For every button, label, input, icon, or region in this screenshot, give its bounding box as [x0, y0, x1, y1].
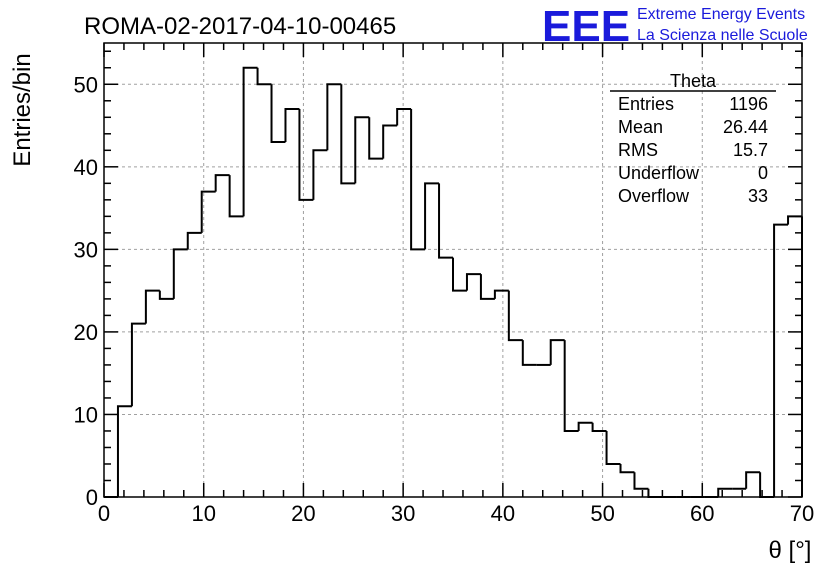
y-tick-label: 20 [74, 320, 98, 345]
x-tick-label: 70 [790, 501, 814, 526]
histogram-bin-11 [256, 67, 272, 86]
x-tick-label: 30 [391, 501, 415, 526]
histogram-bin-33 [563, 340, 579, 432]
logo-line-1: Extreme Energy Events [637, 6, 805, 23]
histogram-bin-15 [312, 149, 328, 200]
histogram-bin-34 [577, 421, 593, 431]
histogram-bin-25 [452, 257, 467, 292]
histogram-bin-10 [242, 66, 258, 217]
histogram-bin-30 [521, 340, 537, 366]
histogram-bin-8 [214, 174, 230, 192]
stats-label-overflow: Overflow [618, 186, 690, 206]
histogram-bin-28 [493, 289, 509, 299]
histogram-bin-22 [410, 109, 426, 251]
x-tick-label: 0 [98, 501, 110, 526]
stats-label-entries: Entries [618, 94, 674, 114]
stats-value-underflow: 0 [758, 163, 768, 183]
y-tick-label: 30 [74, 237, 98, 262]
stats-label-mean: Mean [618, 117, 663, 137]
histogram-bin-36 [605, 430, 621, 465]
histogram-bin-6 [186, 231, 202, 250]
y-tick-label: 0 [86, 485, 98, 510]
histogram-bin-37 [619, 463, 635, 474]
histogram-bin-13 [284, 108, 300, 143]
histogram-bin-1 [116, 405, 132, 497]
plot-frame [103, 42, 803, 498]
histogram-bin-32 [549, 339, 565, 365]
stats-title: Theta [670, 71, 717, 91]
histogram-bin-12 [270, 84, 286, 144]
y-tick-label: 40 [74, 155, 98, 180]
gridlines [104, 43, 802, 497]
logo-line-2: La Scienza nelle Scuole [637, 27, 808, 44]
histogram-bin-18 [354, 116, 370, 184]
y-tick-label: 10 [74, 402, 98, 427]
histogram-bin-3 [144, 289, 160, 324]
histogram-bin-49 [787, 215, 802, 225]
histogram-bin-23 [424, 182, 440, 250]
run-title: ROMA-02-2017-04-10-00465 [84, 13, 396, 40]
stats-value-mean: 26.44 [723, 117, 768, 137]
histogram-bin-27 [479, 274, 495, 300]
histogram-bin-48 [773, 223, 789, 497]
stats-value-entries: 1196 [729, 94, 768, 114]
histogram-bin-35 [591, 422, 607, 432]
stats-label-rms: RMS [618, 140, 658, 160]
x-tick-label: 40 [491, 501, 515, 526]
histogram-bin-4 [158, 290, 174, 300]
tick-labels: 0 10 20 30 40 50 60 70 0 10 20 30 40 50 [74, 72, 815, 526]
stats-value-rms: 15.7 [733, 140, 768, 160]
x-tick-label: 10 [191, 501, 215, 526]
histogram-bin-38 [633, 472, 649, 490]
histogram-bin-21 [396, 108, 412, 126]
eee-logo: EEE Extreme Energy Events La Scienza nel… [542, 2, 808, 51]
histogram-bin-17 [340, 84, 356, 185]
histogram-bin-7 [200, 190, 216, 233]
histogram-bin-39 [647, 488, 663, 498]
stats-label-underflow: Underflow [618, 163, 700, 183]
histogram-bin-26 [465, 273, 481, 291]
y-tick-label: 50 [74, 72, 98, 97]
stats-box: Theta Entries 1196 Mean 26.44 RMS 15.7 Underfl… [610, 71, 776, 206]
histogram-bin-19 [368, 117, 384, 160]
y-axis-title: Entries/bin [9, 53, 36, 166]
histogram-bin-44 [717, 487, 733, 497]
x-tick-label: 20 [291, 501, 315, 526]
axes [103, 42, 803, 498]
x-tick-label: 50 [590, 501, 614, 526]
histogram-bin-5 [172, 248, 188, 299]
histogram-bars [104, 66, 803, 498]
histogram-bin-9 [228, 175, 244, 218]
histogram-bin-20 [382, 124, 398, 159]
stats-rows: Entries 1196 Mean 26.44 RMS 15.7 Underflow 0 Ove… [618, 94, 768, 206]
x-axis-title: θ [°] [769, 537, 812, 564]
histogram-bin-2 [130, 322, 146, 407]
histogram-bin-29 [507, 290, 523, 342]
x-tick-label: 60 [690, 501, 714, 526]
histogram-bin-14 [298, 109, 314, 201]
stats-value-overflow: 33 [748, 186, 768, 206]
histogram-bin-46 [745, 471, 761, 489]
histogram-bin-24 [438, 183, 453, 259]
histogram-bin-16 [326, 83, 342, 151]
